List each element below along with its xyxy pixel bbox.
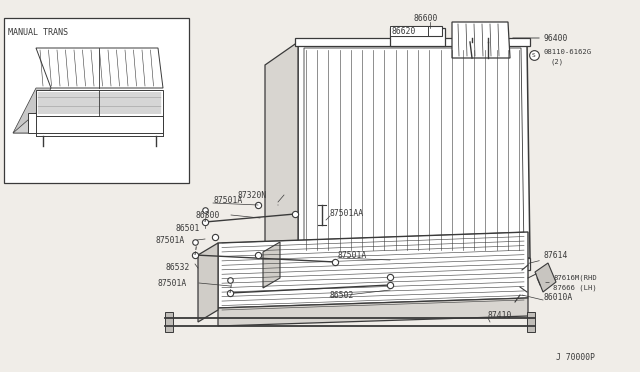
- Polygon shape: [28, 113, 163, 133]
- Polygon shape: [218, 298, 528, 326]
- Text: 96400: 96400: [543, 33, 568, 42]
- Polygon shape: [13, 113, 51, 133]
- Bar: [390, 26, 428, 36]
- Text: 86300: 86300: [195, 211, 220, 219]
- Text: (2): (2): [550, 59, 563, 65]
- Text: J 70000P: J 70000P: [556, 353, 595, 362]
- Polygon shape: [304, 48, 524, 252]
- Polygon shape: [198, 243, 218, 322]
- Polygon shape: [36, 48, 163, 88]
- Text: 87501AA: 87501AA: [330, 208, 364, 218]
- Text: 87501A: 87501A: [213, 196, 243, 205]
- Polygon shape: [263, 242, 280, 288]
- Text: MANUAL TRANS: MANUAL TRANS: [8, 28, 68, 37]
- Polygon shape: [218, 232, 528, 308]
- Text: 87501A: 87501A: [157, 279, 186, 288]
- Text: 87320N: 87320N: [238, 190, 268, 199]
- Text: 87666 (LH): 87666 (LH): [553, 285, 596, 291]
- Polygon shape: [36, 90, 163, 116]
- Polygon shape: [535, 263, 556, 292]
- Bar: [165, 312, 173, 332]
- Bar: [4, 18, 189, 183]
- Text: 86600: 86600: [414, 13, 438, 22]
- Polygon shape: [13, 88, 51, 133]
- Text: 86501: 86501: [175, 224, 200, 232]
- Polygon shape: [295, 38, 530, 46]
- Text: 86620: 86620: [392, 26, 417, 35]
- Polygon shape: [265, 42, 298, 278]
- Polygon shape: [452, 22, 510, 58]
- Text: S: S: [532, 52, 536, 58]
- Text: 87501A: 87501A: [338, 250, 367, 260]
- Text: 87614: 87614: [543, 250, 568, 260]
- Text: 86502: 86502: [330, 291, 355, 299]
- Polygon shape: [265, 258, 530, 270]
- Text: 86010A: 86010A: [543, 294, 572, 302]
- Bar: [527, 312, 535, 332]
- Polygon shape: [298, 42, 530, 258]
- Bar: [392, 26, 442, 36]
- Text: 87501A: 87501A: [155, 235, 184, 244]
- Bar: [390, 28, 445, 46]
- Text: 86532: 86532: [165, 263, 189, 273]
- Text: 87616M(RHD: 87616M(RHD: [553, 275, 596, 281]
- Text: 08110-6162G: 08110-6162G: [543, 49, 591, 55]
- Text: 87410: 87410: [488, 311, 513, 320]
